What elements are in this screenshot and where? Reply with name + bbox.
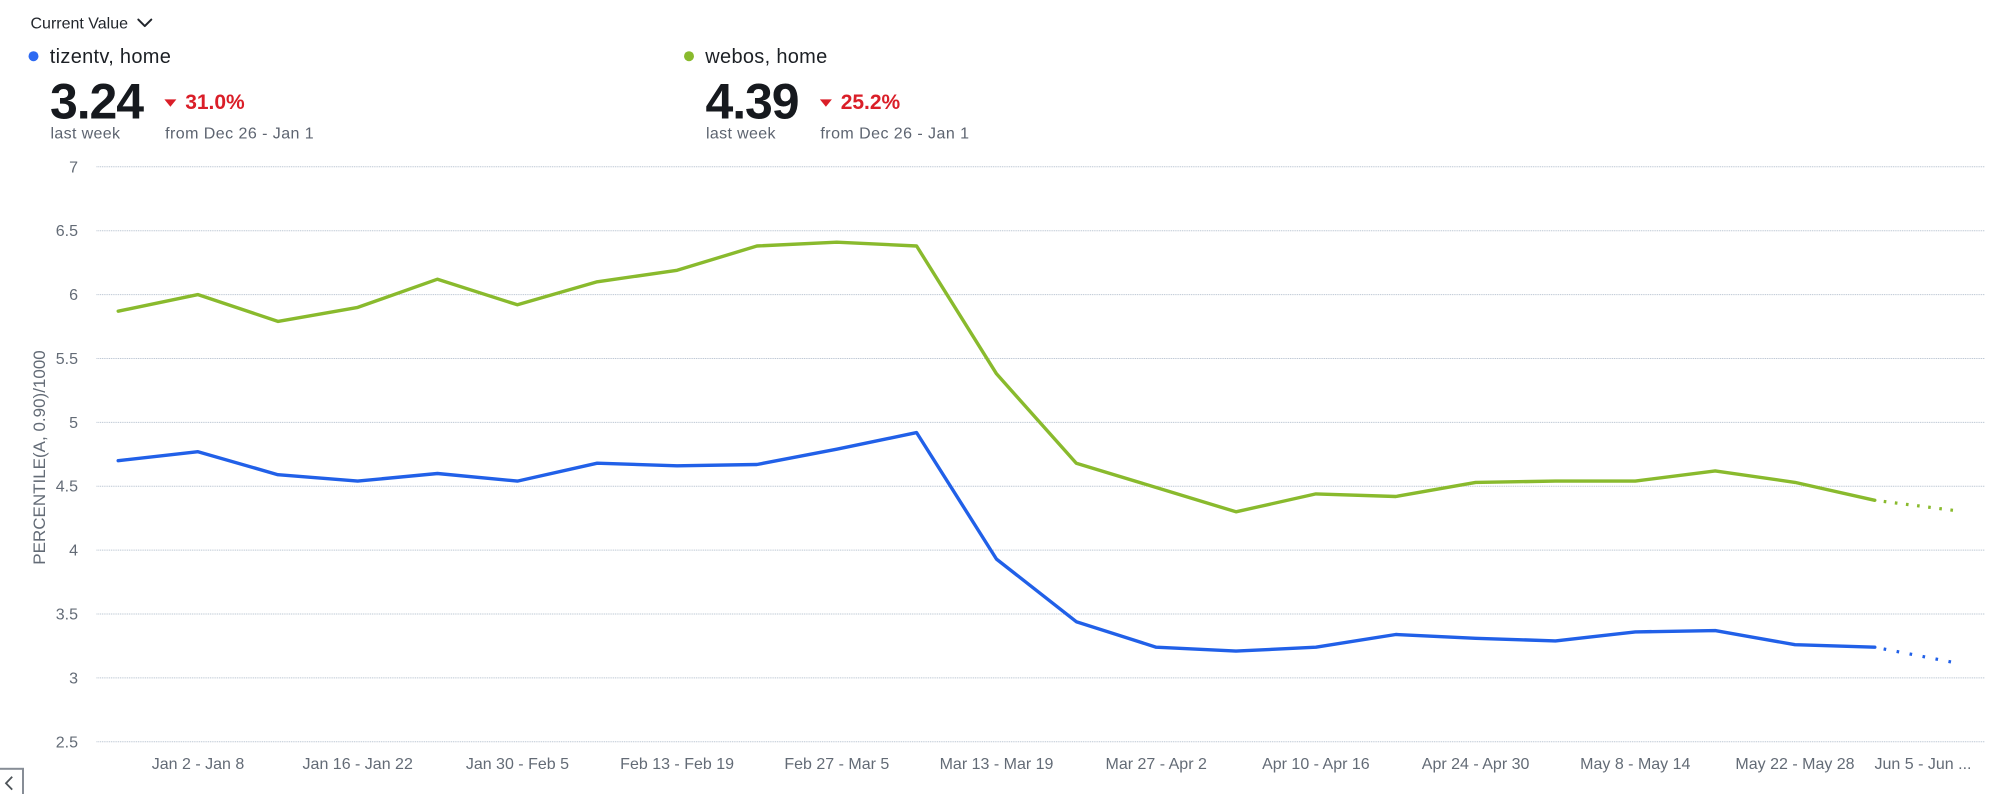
svg-text:Jan 30 - Feb 5: Jan 30 - Feb 5 [466,756,569,773]
svg-text:5: 5 [69,415,78,432]
svg-text:May 8 - May 14: May 8 - May 14 [1580,756,1690,773]
svg-text:Mar 27 - Apr 2: Mar 27 - Apr 2 [1106,756,1207,773]
svg-text:25.2%: 25.2% [841,91,901,114]
svg-text:4.39: 4.39 [706,74,799,130]
svg-text:Apr 24 - Apr 30: Apr 24 - Apr 30 [1422,756,1530,773]
svg-text:Apr 10 - Apr 16: Apr 10 - Apr 16 [1262,756,1370,773]
svg-text:2.5: 2.5 [56,734,78,751]
svg-text:Jan 16 - Jan 22: Jan 16 - Jan 22 [303,756,413,773]
svg-text:from Dec 26 - Jan 1: from Dec 26 - Jan 1 [820,126,969,143]
svg-text:5.5: 5.5 [56,351,78,368]
svg-text:tizentv, home: tizentv, home [50,46,171,68]
svg-text:6: 6 [69,287,78,304]
svg-text:3: 3 [69,670,78,687]
svg-text:from Dec 26 - Jan 1: from Dec 26 - Jan 1 [165,126,314,143]
svg-text:3.5: 3.5 [56,607,78,624]
svg-text:May 22 - May 28: May 22 - May 28 [1735,756,1854,773]
svg-text:PERCENTILE(A, 0.90)/1000: PERCENTILE(A, 0.90)/1000 [30,350,49,564]
svg-text:Current Value: Current Value [31,15,129,32]
svg-text:4: 4 [69,543,78,560]
svg-text:Jan 2 - Jan 8: Jan 2 - Jan 8 [152,756,245,773]
svg-text:4.5: 4.5 [56,479,78,496]
svg-text:last week: last week [51,126,121,143]
svg-text:7: 7 [69,159,78,176]
svg-text:Jun 5 - Jun ...: Jun 5 - Jun ... [1875,756,1972,773]
svg-text:3.24: 3.24 [50,74,144,130]
svg-text:webos, home: webos, home [704,46,827,68]
svg-text:last week: last week [706,126,776,143]
svg-text:6.5: 6.5 [56,223,78,240]
svg-text:Feb 27 - Mar 5: Feb 27 - Mar 5 [784,756,889,773]
svg-text:Mar 13 - Mar 19: Mar 13 - Mar 19 [940,756,1054,773]
svg-text:31.0%: 31.0% [185,91,245,114]
svg-text:Feb 13 - Feb 19: Feb 13 - Feb 19 [620,756,734,773]
